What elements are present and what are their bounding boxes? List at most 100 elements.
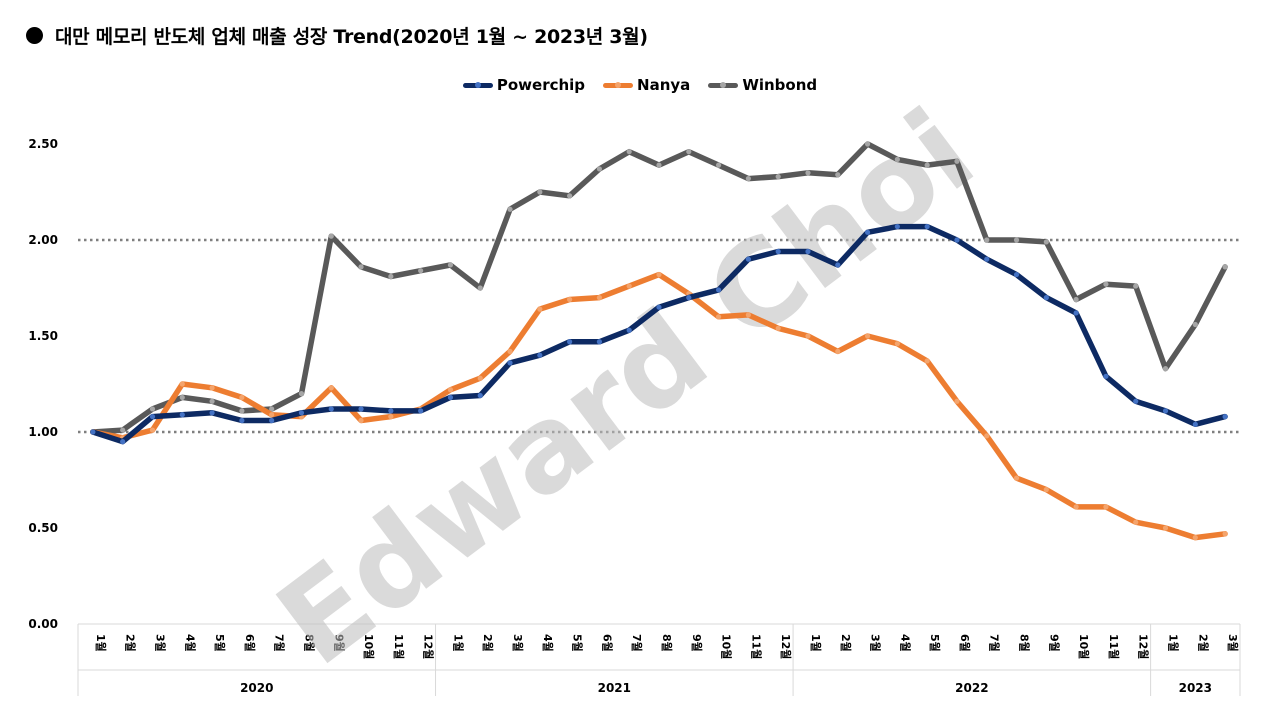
x-tick-label: 5월 bbox=[213, 634, 227, 652]
data-point bbox=[1222, 264, 1228, 270]
data-point bbox=[120, 439, 126, 445]
legend-marker bbox=[720, 81, 727, 88]
data-point bbox=[745, 175, 751, 182]
x-group-label: 2020 bbox=[240, 681, 273, 695]
data-point bbox=[537, 352, 543, 358]
data-point bbox=[805, 248, 811, 255]
x-tick-label: 4월 bbox=[183, 634, 197, 652]
data-point bbox=[894, 156, 900, 162]
data-point bbox=[388, 408, 394, 414]
x-group-label: 2021 bbox=[598, 681, 631, 695]
data-point bbox=[418, 408, 424, 414]
x-tick-label: 3월 bbox=[869, 634, 883, 652]
x-tick-label: 6월 bbox=[243, 634, 257, 652]
data-point bbox=[328, 406, 334, 412]
legend-label: Winbond bbox=[742, 76, 818, 94]
x-tick-label: 2월 bbox=[124, 634, 138, 652]
data-point bbox=[358, 264, 364, 270]
x-tick-label: 10월 bbox=[720, 634, 734, 659]
data-point bbox=[596, 295, 603, 301]
data-point bbox=[835, 348, 841, 354]
data-point bbox=[894, 341, 900, 347]
data-point bbox=[715, 162, 722, 168]
series-lines bbox=[90, 141, 1228, 541]
data-point bbox=[149, 427, 156, 433]
x-tick-label: 10월 bbox=[1077, 634, 1091, 659]
data-point bbox=[507, 348, 513, 354]
x-group-label: 2023 bbox=[1179, 681, 1212, 695]
data-point bbox=[567, 296, 573, 303]
y-tick-label: 2.50 bbox=[28, 137, 58, 151]
data-point bbox=[328, 233, 334, 239]
data-point bbox=[715, 287, 722, 293]
data-point bbox=[239, 394, 245, 401]
data-point bbox=[686, 149, 692, 155]
x-tick-label: 9월 bbox=[332, 634, 346, 652]
data-point bbox=[1013, 271, 1020, 278]
data-point bbox=[269, 412, 275, 418]
x-tick-label: 3월 bbox=[1226, 634, 1240, 652]
data-point bbox=[447, 387, 454, 393]
data-point bbox=[179, 381, 185, 387]
data-point bbox=[269, 406, 275, 412]
data-point bbox=[149, 406, 156, 412]
x-tick-label: 1월 bbox=[451, 634, 465, 652]
data-point bbox=[120, 427, 126, 433]
data-point bbox=[1013, 475, 1020, 481]
y-tick-label: 0.50 bbox=[28, 521, 58, 535]
data-point bbox=[1133, 398, 1139, 404]
data-point bbox=[1192, 421, 1198, 427]
data-point bbox=[418, 268, 424, 274]
data-point bbox=[507, 206, 513, 212]
data-point bbox=[1043, 239, 1049, 245]
data-point bbox=[626, 149, 632, 155]
data-point bbox=[626, 327, 632, 333]
legend-label: Nanya bbox=[637, 76, 691, 94]
data-point bbox=[298, 391, 305, 397]
data-point bbox=[686, 295, 692, 301]
data-point bbox=[90, 429, 96, 435]
data-point bbox=[507, 360, 513, 366]
data-point bbox=[298, 410, 305, 416]
data-point bbox=[1192, 321, 1198, 328]
data-point bbox=[864, 229, 871, 235]
x-tick-label: 3월 bbox=[153, 634, 167, 652]
x-tick-label: 11월 bbox=[1107, 634, 1121, 659]
data-point bbox=[537, 189, 543, 195]
bullet-icon bbox=[26, 27, 43, 44]
data-point bbox=[894, 223, 900, 230]
data-point bbox=[954, 237, 960, 243]
legend: Powerchip Nanya Winbond bbox=[0, 76, 1280, 94]
data-point bbox=[835, 172, 841, 178]
y-tick-label: 1.00 bbox=[28, 425, 58, 439]
data-point bbox=[209, 385, 215, 391]
data-point bbox=[745, 312, 751, 318]
x-tick-label: 6월 bbox=[600, 634, 614, 652]
data-point bbox=[954, 398, 960, 404]
data-point bbox=[1162, 525, 1169, 531]
data-point bbox=[358, 417, 364, 424]
data-point bbox=[1013, 237, 1020, 243]
data-point bbox=[805, 333, 811, 339]
y-axis: 0.00 0.50 1.00 1.50 2.00 2.50 bbox=[28, 137, 58, 631]
data-point bbox=[567, 339, 573, 345]
data-point bbox=[179, 394, 185, 401]
data-point bbox=[596, 339, 603, 345]
data-point bbox=[1133, 519, 1139, 525]
data-point bbox=[1043, 487, 1049, 493]
x-tick-label: 2월 bbox=[1196, 634, 1210, 652]
data-point bbox=[864, 141, 871, 147]
data-point bbox=[477, 285, 483, 291]
data-point bbox=[209, 398, 215, 404]
data-point bbox=[149, 414, 156, 420]
x-tick-label: 4월 bbox=[541, 634, 555, 652]
data-point bbox=[1103, 373, 1109, 379]
x-tick-label: 12월 bbox=[422, 634, 436, 659]
data-point bbox=[656, 304, 662, 310]
x-tick-label: 11월 bbox=[392, 634, 406, 659]
watermark: Edward Choi bbox=[253, 83, 999, 692]
x-tick-label: 4월 bbox=[898, 634, 912, 652]
data-point bbox=[537, 306, 543, 312]
x-tick-label: 12월 bbox=[1137, 634, 1151, 659]
data-point bbox=[1162, 408, 1169, 414]
